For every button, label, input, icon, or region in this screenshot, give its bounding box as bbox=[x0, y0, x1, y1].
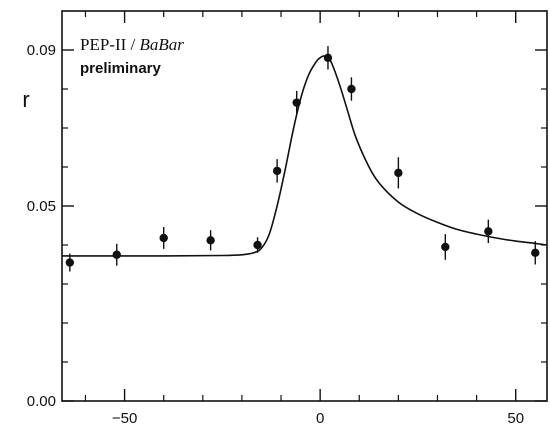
y-tick-label: 0.05 bbox=[27, 198, 56, 215]
y-tick-label: 0.00 bbox=[27, 393, 56, 410]
data-points bbox=[65, 46, 540, 272]
experiment-label-italic: BaBar bbox=[140, 35, 185, 54]
data-point bbox=[65, 258, 75, 267]
data-point bbox=[206, 236, 215, 245]
data-point bbox=[253, 240, 262, 250]
data-point bbox=[112, 250, 121, 259]
data-point bbox=[484, 227, 493, 236]
minor-ticks bbox=[62, 11, 547, 401]
x-tick-label: −50 bbox=[112, 410, 137, 427]
data-point bbox=[159, 233, 168, 243]
x-tick-label: 50 bbox=[507, 410, 524, 427]
fit-curve bbox=[61, 55, 548, 257]
experiment-label-plain: PEP-II / bbox=[80, 35, 140, 54]
data-point bbox=[394, 168, 403, 178]
major-ticks bbox=[62, 11, 547, 402]
y-axis-label: r bbox=[22, 87, 29, 112]
data-point bbox=[347, 84, 356, 94]
preliminary-label: preliminary bbox=[80, 60, 162, 77]
y-tick-label: 0.09 bbox=[27, 42, 56, 59]
data-point bbox=[441, 242, 450, 252]
data-point bbox=[292, 98, 301, 107]
data-point bbox=[323, 53, 333, 62]
tick-labels: −50 0 50 0.00 0.05 0.09 bbox=[27, 42, 524, 427]
data-point bbox=[531, 248, 540, 257]
experiment-label: PEP-II / BaBar bbox=[80, 35, 184, 54]
data-point bbox=[272, 166, 282, 176]
x-tick-label: 0 bbox=[316, 410, 324, 427]
